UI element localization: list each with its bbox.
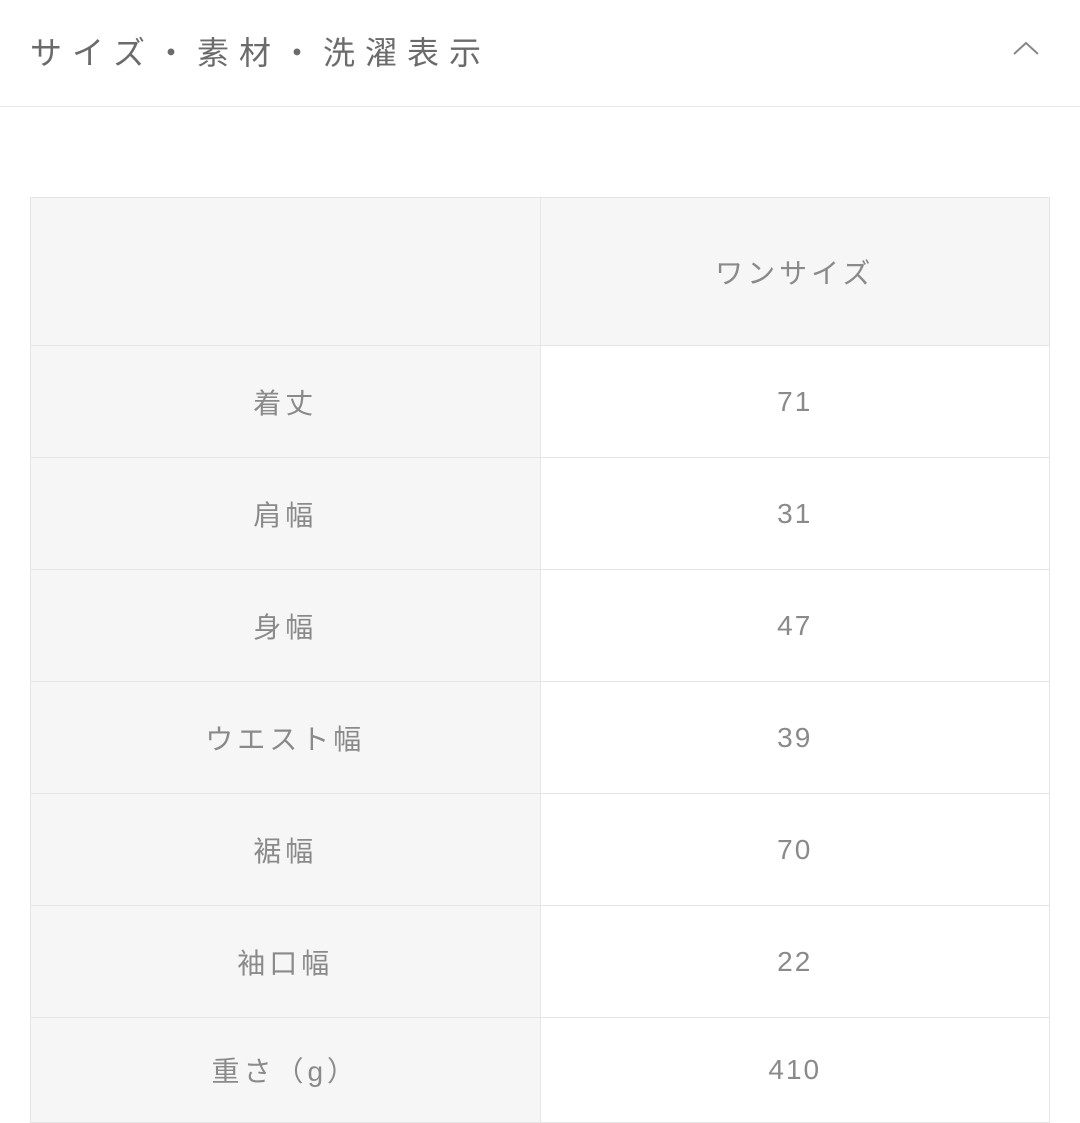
table-row: 裾幅 70 [31, 794, 1050, 906]
row-value: 22 [540, 906, 1050, 1018]
row-value: 71 [540, 346, 1050, 458]
table-row: 身幅 47 [31, 570, 1050, 682]
row-label: 裾幅 [31, 794, 541, 906]
chevron-up-icon [1012, 40, 1040, 63]
row-value: 47 [540, 570, 1050, 682]
row-label: 肩幅 [31, 458, 541, 570]
row-value: 39 [540, 682, 1050, 794]
table-container: ワンサイズ 着丈 71 肩幅 31 身幅 47 ウエスト幅 39 裾幅 70 [0, 107, 1080, 1123]
table-header-row: ワンサイズ [31, 198, 1050, 346]
row-label: 着丈 [31, 346, 541, 458]
section-title: サイズ・素材・洗濯表示 [30, 28, 491, 74]
table-row: ウエスト幅 39 [31, 682, 1050, 794]
row-label: 身幅 [31, 570, 541, 682]
table-row: 肩幅 31 [31, 458, 1050, 570]
table-row: 袖口幅 22 [31, 906, 1050, 1018]
row-value: 410 [540, 1018, 1050, 1123]
table-row: 重さ（g） 410 [31, 1018, 1050, 1123]
table-header-size: ワンサイズ [540, 198, 1050, 346]
size-table: ワンサイズ 着丈 71 肩幅 31 身幅 47 ウエスト幅 39 裾幅 70 [30, 197, 1050, 1123]
table-row: 着丈 71 [31, 346, 1050, 458]
row-label: 重さ（g） [31, 1018, 541, 1123]
row-value: 31 [540, 458, 1050, 570]
row-value: 70 [540, 794, 1050, 906]
table-header-empty [31, 198, 541, 346]
row-label: ウエスト幅 [31, 682, 541, 794]
accordion-header[interactable]: サイズ・素材・洗濯表示 [0, 0, 1080, 107]
row-label: 袖口幅 [31, 906, 541, 1018]
